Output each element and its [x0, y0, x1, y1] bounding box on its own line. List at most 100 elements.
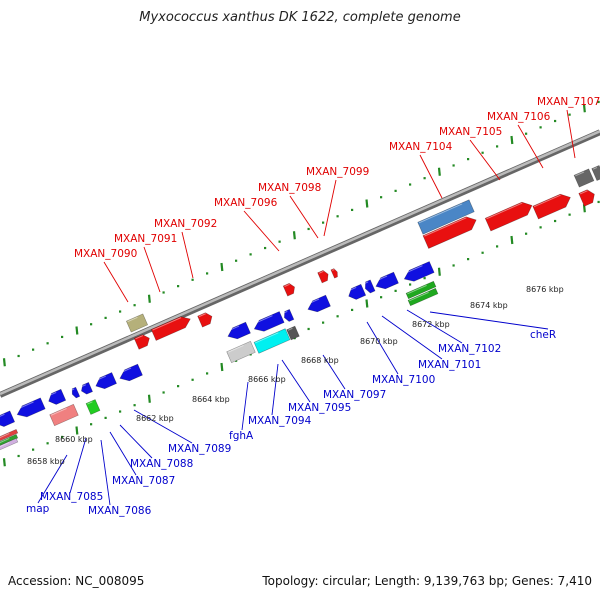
major-tick — [147, 294, 151, 303]
forward-gene-label-leader — [566, 109, 576, 159]
minor-tick — [90, 423, 93, 426]
reverse-gene-label: MXAN_7087 — [112, 475, 175, 487]
reverse-gene-other[interactable] — [407, 287, 439, 307]
forward-gene-5[interactable] — [317, 269, 331, 284]
reverse-gene-other[interactable] — [49, 403, 79, 427]
reverse-gene-11[interactable] — [306, 294, 331, 315]
reverse-gene-label-leader — [366, 321, 399, 375]
reverse-gene-6[interactable] — [93, 372, 117, 391]
major-tick — [510, 135, 514, 145]
tick-marks-layer — [2, 100, 600, 467]
minor-tick — [380, 296, 383, 299]
reverse-gene-label-leader — [37, 454, 68, 504]
reverse-gene-1[interactable] — [0, 410, 16, 429]
position-label: 8670 kbp — [360, 337, 398, 346]
reverse-gene-label-leader — [406, 309, 463, 344]
reverse-gene-13[interactable] — [363, 279, 376, 294]
forward-gene-6[interactable] — [330, 268, 339, 279]
reverse-gene-2[interactable] — [15, 397, 46, 420]
reverse-gene-label-leader — [69, 437, 87, 494]
reverse-gene-label: MXAN_7100 — [372, 374, 435, 386]
position-label: 8658 kbp — [27, 457, 65, 466]
reverse-gene-label-leader — [119, 424, 153, 459]
forward-gene-9[interactable] — [532, 191, 573, 220]
forward-tick-track — [2, 100, 600, 367]
reverse-gene-14[interactable] — [374, 271, 399, 292]
reverse-gene-10[interactable] — [282, 308, 295, 322]
minor-tick — [481, 251, 484, 254]
forward-gene-label-leader — [517, 124, 544, 169]
minor-tick — [90, 323, 93, 326]
forward-gene-label: MXAN_7105 — [439, 126, 502, 138]
label-leader-lines-layer — [37, 109, 576, 506]
forward-gene-1[interactable] — [133, 333, 152, 350]
minor-tick — [423, 177, 426, 180]
forward-gene-label-leader — [419, 154, 443, 199]
minor-tick — [597, 100, 600, 104]
reverse-gene-label: cheR — [530, 329, 556, 341]
reverse-gene-other[interactable] — [405, 280, 437, 300]
forward-gene-other[interactable] — [573, 168, 595, 188]
reverse-gene-other[interactable] — [85, 399, 101, 415]
minor-tick — [394, 289, 397, 292]
reverse-gene-label-leader — [281, 359, 311, 403]
major-tick — [437, 267, 441, 276]
genome-backbone — [0, 129, 600, 398]
forward-gene-label: MXAN_7104 — [389, 141, 453, 153]
reverse-gene-other[interactable] — [226, 340, 256, 364]
reverse-gene-other[interactable] — [0, 428, 19, 444]
reverse-gene-8[interactable] — [226, 321, 251, 342]
reverse-gene-other[interactable] — [0, 437, 19, 453]
reverse-gene-label: MXAN_7102 — [438, 343, 501, 355]
forward-gene-other[interactable] — [417, 199, 475, 235]
reverse-gene-3[interactable] — [46, 388, 67, 406]
reverse-gene-9[interactable] — [252, 311, 285, 334]
reverse-gene-15[interactable] — [402, 261, 435, 284]
forward-gene-label: MXAN_7107 — [537, 96, 600, 108]
major-tick — [75, 326, 79, 335]
minor-tick — [177, 285, 180, 288]
major-tick — [220, 262, 224, 272]
gene-labels-layer: MXAN_7090 MXAN_7091 MXAN_7092 MXAN_7096 MXAN… — [26, 96, 600, 517]
reverse-gene-7[interactable] — [118, 363, 143, 384]
minor-tick — [61, 335, 64, 339]
forward-gene-3[interactable] — [197, 311, 215, 328]
minor-tick — [162, 391, 165, 394]
minor-tick — [133, 404, 136, 407]
position-label: 8674 kbp — [470, 301, 508, 310]
reverse-gene-label-leader — [322, 354, 346, 390]
major-tick — [437, 167, 441, 176]
minor-tick — [496, 145, 499, 148]
forward-gene-4[interactable] — [282, 282, 297, 297]
reverse-gene-label-leader — [429, 311, 549, 330]
minor-tick — [380, 196, 383, 199]
minor-tick — [235, 359, 238, 362]
forward-gene-label-leader — [323, 179, 337, 237]
reverse-gene-label-leader — [100, 439, 111, 506]
reverse-gene-label: MXAN_7086 — [88, 505, 152, 517]
forward-gene-label: MXAN_7092 — [154, 218, 217, 230]
reverse-gene-5[interactable] — [79, 382, 93, 395]
forward-gene-8[interactable] — [484, 199, 535, 232]
reverse-gene-12[interactable] — [346, 283, 367, 301]
forward-gene-2[interactable] — [150, 313, 192, 341]
accession-text: Accession: NC_008095 — [8, 574, 145, 588]
major-tick — [2, 458, 6, 467]
minor-tick — [467, 258, 470, 261]
forward-gene-other[interactable] — [125, 313, 149, 333]
reverse-gene-other[interactable] — [0, 433, 19, 449]
reverse-gene-4[interactable] — [70, 386, 81, 399]
reverse-gene-other[interactable] — [286, 325, 300, 341]
forward-gene-other[interactable] — [591, 165, 600, 181]
forward-gene-10[interactable] — [578, 188, 597, 207]
minor-tick — [191, 278, 194, 281]
minor-tick — [423, 277, 426, 280]
position-label: 8664 kbp — [192, 395, 230, 404]
minor-tick — [539, 226, 542, 229]
minor-tick — [206, 372, 209, 375]
forward-gene-7[interactable] — [422, 214, 479, 249]
reverse-gene-other[interactable] — [253, 328, 291, 354]
reverse-gene-label: MXAN_7085 — [40, 491, 103, 503]
major-tick — [510, 235, 514, 245]
reverse-gene-label: MXAN_7089 — [168, 443, 231, 455]
